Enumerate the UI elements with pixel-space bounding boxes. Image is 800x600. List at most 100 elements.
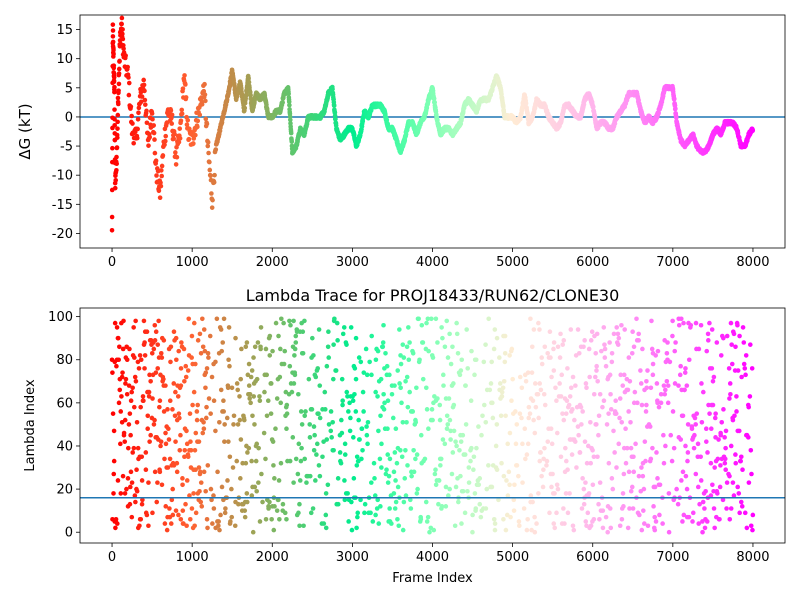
data-point — [135, 116, 141, 122]
data-point — [356, 417, 361, 423]
data-point — [741, 340, 747, 345]
data-point — [371, 460, 377, 466]
data-point — [431, 527, 437, 533]
data-point — [376, 428, 381, 434]
data-point — [395, 368, 401, 373]
data-point — [747, 394, 753, 399]
data-point — [229, 514, 235, 520]
data-point — [185, 117, 191, 123]
data-point — [201, 469, 207, 475]
data-point — [630, 506, 636, 511]
data-point — [558, 454, 564, 460]
data-point — [114, 521, 120, 526]
data-point — [559, 372, 565, 378]
data-point — [638, 381, 644, 386]
data-point — [184, 428, 189, 434]
data-point — [231, 413, 237, 419]
data-point — [189, 355, 194, 360]
data-point — [316, 463, 322, 468]
data-point — [297, 478, 303, 483]
data-point — [715, 491, 720, 496]
data-point — [570, 523, 576, 529]
data-point — [265, 398, 271, 404]
data-point — [209, 191, 214, 196]
data-point — [564, 398, 570, 404]
data-point — [115, 95, 121, 101]
data-point — [270, 348, 275, 354]
data-point — [252, 344, 258, 350]
data-point — [396, 523, 402, 529]
data-point — [136, 366, 142, 371]
data-point — [628, 419, 633, 425]
data-point — [497, 381, 503, 386]
data-point — [707, 411, 712, 416]
data-point — [279, 316, 284, 322]
data-point — [169, 112, 175, 118]
data-point — [130, 385, 135, 391]
data-point — [664, 379, 670, 384]
data-point — [298, 458, 304, 464]
data-point — [198, 350, 204, 356]
data-point — [244, 499, 250, 505]
data-point — [579, 506, 585, 511]
data-point — [135, 445, 141, 451]
data-point — [199, 102, 205, 107]
data-point — [317, 473, 323, 479]
data-point — [257, 398, 263, 404]
data-point — [162, 456, 167, 462]
data-point — [404, 419, 409, 425]
data-point — [328, 409, 334, 414]
data-point — [651, 504, 656, 509]
data-point — [112, 185, 118, 191]
data-point — [234, 381, 240, 386]
data-point — [499, 460, 504, 466]
data-point — [277, 516, 282, 522]
data-point — [610, 486, 616, 492]
data-point — [627, 506, 632, 511]
data-point — [184, 122, 190, 127]
data-point — [276, 497, 281, 503]
data-point — [163, 133, 169, 139]
data-point — [146, 389, 152, 395]
data-point — [300, 350, 306, 356]
data-point — [152, 137, 157, 142]
data-point — [178, 516, 184, 522]
data-point — [173, 389, 178, 395]
data-point — [600, 525, 606, 531]
data-point — [215, 469, 220, 475]
data-point — [616, 335, 622, 341]
data-point — [287, 458, 293, 464]
data-point — [689, 426, 695, 432]
data-point — [684, 486, 690, 492]
data-point — [272, 476, 277, 481]
data-point — [333, 368, 339, 373]
data-point — [502, 359, 508, 365]
data-point — [193, 467, 198, 472]
data-point — [457, 372, 463, 378]
data-point — [529, 370, 535, 375]
data-point — [359, 456, 364, 462]
data-point — [511, 508, 517, 513]
data-point — [570, 374, 576, 380]
data-point — [711, 488, 716, 494]
data-point — [406, 325, 411, 330]
data-point — [109, 227, 115, 233]
data-point — [665, 340, 670, 345]
data-point — [369, 480, 374, 485]
data-point — [477, 476, 483, 481]
data-point — [330, 376, 336, 382]
data-point — [251, 394, 257, 399]
data-point — [117, 387, 123, 393]
data-point — [154, 499, 160, 505]
data-point — [644, 379, 649, 384]
data-point — [661, 460, 667, 466]
data-point — [479, 432, 484, 438]
data-point — [362, 510, 367, 516]
data-point — [135, 126, 140, 132]
data-point — [614, 325, 620, 330]
data-point — [520, 441, 525, 447]
data-point — [590, 482, 596, 488]
data-point — [480, 413, 485, 419]
data-point — [121, 43, 126, 48]
data-point — [727, 396, 732, 401]
